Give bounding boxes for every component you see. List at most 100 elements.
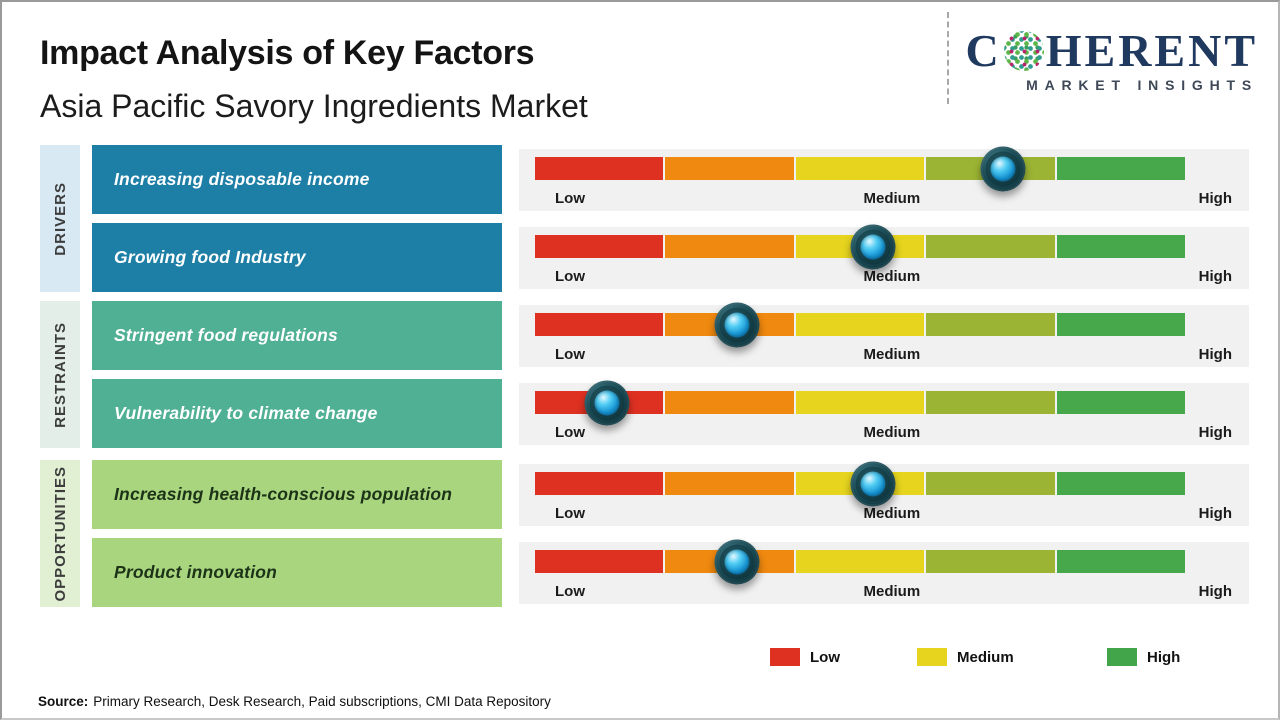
scale-segment-low-medium — [665, 235, 794, 258]
factor-box: Increasing disposable income — [92, 145, 502, 214]
scale-label-medium: Medium — [863, 424, 921, 441]
impact-slider-knob[interactable] — [850, 461, 896, 506]
impact-slider-panel: Low Medium High — [519, 539, 1249, 604]
scale-segment-high — [1056, 550, 1186, 573]
scale-labels: Low Medium High — [555, 346, 1232, 363]
factor-label: Stringent food regulations — [114, 325, 338, 345]
scale-segment-medium-high — [926, 550, 1055, 573]
factor-label: Vulnerability to climate change — [114, 403, 378, 423]
scale-segment-medium-high — [926, 391, 1055, 414]
scale-label-low: Low — [555, 505, 585, 522]
scale-segment-medium — [795, 157, 925, 180]
factor-box: Vulnerability to climate change — [92, 379, 502, 448]
impact-slider-knob[interactable] — [850, 224, 896, 269]
legend-item-high: High — [1107, 648, 1180, 666]
scale-label-low: Low — [555, 190, 585, 207]
impact-scale-bar — [535, 539, 1186, 584]
scale-labels: Low Medium High — [555, 424, 1232, 441]
impact-scale-bar — [535, 146, 1186, 191]
scale-label-high: High — [1198, 583, 1232, 600]
scale-segment-low — [535, 157, 664, 180]
legend-item-medium: Medium — [917, 648, 1014, 666]
scale-segment-low-medium — [665, 472, 794, 495]
factor-label: Increasing health-conscious population — [114, 484, 453, 504]
impact-slider-knob[interactable] — [714, 302, 759, 347]
scale-labels: Low Medium High — [555, 583, 1232, 600]
scale-label-medium: Medium — [863, 268, 921, 285]
scale-labels: Low Medium High — [555, 268, 1232, 285]
factor-label: Growing food Industry — [114, 247, 306, 267]
factor-label: Product innovation — [114, 562, 278, 582]
scale-segment-low — [535, 235, 664, 258]
scale-segment-high — [1056, 235, 1186, 258]
legend-label-low: Low — [810, 648, 840, 666]
scale-label-medium: Medium — [863, 190, 921, 207]
legend-label-medium: Medium — [957, 648, 1014, 666]
scale-segment-high — [1056, 313, 1186, 336]
factor-label: Increasing disposable income — [114, 169, 370, 189]
category-label-text: DRIVERS — [51, 181, 69, 256]
page-title: Impact Analysis of Key Factors — [40, 34, 535, 72]
logo-divider — [947, 12, 949, 104]
category-label-drivers: DRIVERS — [40, 145, 80, 292]
impact-slider-knob[interactable] — [980, 146, 1026, 191]
scale-segment-medium — [795, 391, 925, 414]
impact-scale-bar — [535, 380, 1186, 425]
brand-letters-herent: HERENT — [1045, 25, 1258, 76]
brand-letter-c: C — [965, 25, 1002, 76]
legend-item-low: Low — [770, 648, 840, 666]
globe-dots-icon — [1003, 31, 1044, 71]
legend-swatch-medium — [917, 648, 947, 666]
scale-label-high: High — [1198, 190, 1232, 207]
brand-wordmark: C HERENT — [966, 28, 1259, 74]
scale-segment-medium-high — [926, 313, 1055, 336]
scale-segment-low-medium — [665, 391, 794, 414]
source-text: Primary Research, Desk Research, Paid su… — [93, 694, 551, 709]
scale-segment-medium — [795, 550, 925, 573]
impact-slider-panel: Low Medium High — [519, 380, 1249, 445]
factor-box: Stringent food regulations — [92, 301, 502, 370]
impact-slider-panel: Low Medium High — [519, 302, 1249, 367]
legend-swatch-high — [1107, 648, 1137, 666]
category-label-restraints: RESTRAINTS — [40, 301, 80, 448]
impact-slider-knob[interactable] — [584, 380, 629, 425]
scale-label-low: Low — [555, 268, 585, 285]
factor-box: Growing food Industry — [92, 223, 502, 292]
scale-label-low: Low — [555, 424, 585, 441]
brand-logo: C HERENT MARKET INSIGHTS — [966, 28, 1259, 94]
impact-slider-knob[interactable] — [714, 539, 759, 584]
scale-segment-low — [535, 472, 664, 495]
scale-label-high: High — [1198, 268, 1232, 285]
legend-swatch-low — [770, 648, 800, 666]
category-label-text: OPPORTUNITIES — [51, 465, 69, 602]
scale-segment-high — [1056, 391, 1186, 414]
scale-segment-high — [1056, 157, 1186, 180]
legend-label-high: High — [1147, 648, 1181, 666]
scale-segment-medium-high — [926, 235, 1055, 258]
scale-segment-high — [1056, 472, 1186, 495]
scale-label-medium: Medium — [863, 505, 921, 522]
scale-label-high: High — [1198, 346, 1232, 363]
impact-scale-bar — [535, 302, 1186, 347]
scale-segment-low — [535, 313, 664, 336]
scale-labels: Low Medium High — [555, 505, 1232, 522]
scale-segment-low — [535, 550, 664, 573]
source-line: Source: Primary Research, Desk Research, … — [38, 694, 551, 709]
impact-scale-bar — [535, 461, 1186, 506]
category-label-opportunities: OPPORTUNITIES — [40, 460, 80, 607]
impact-slider-panel: Low Medium High — [519, 146, 1249, 211]
impact-scale-bar — [535, 224, 1186, 269]
impact-slider-panel: Low Medium High — [519, 224, 1249, 289]
scale-label-high: High — [1198, 505, 1232, 522]
page-subtitle: Asia Pacific Savory Ingredients Market — [40, 88, 588, 124]
scale-label-low: Low — [555, 583, 585, 600]
scale-label-low: Low — [555, 346, 585, 363]
source-prefix: Source: — [38, 694, 89, 709]
scale-labels: Low Medium High — [555, 190, 1232, 207]
factor-box: Product innovation — [92, 538, 502, 607]
impact-slider-panel: Low Medium High — [519, 461, 1249, 526]
scale-label-high: High — [1198, 424, 1232, 441]
factor-box: Increasing health-conscious population — [92, 460, 502, 529]
scale-segment-medium — [795, 313, 925, 336]
category-label-text: RESTRAINTS — [51, 321, 69, 428]
